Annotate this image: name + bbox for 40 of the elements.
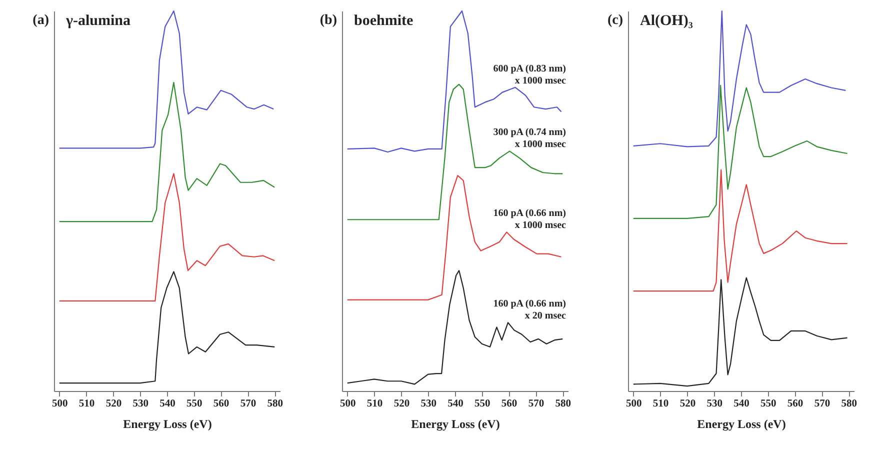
x-tick-label: 520 [394,398,410,410]
x-tick-label: 510 [366,398,383,410]
text: (a) [32,13,50,28]
x-tick-label: 500 [340,398,356,410]
x-tick-label: 520 [680,398,696,410]
x-tick-label: 580 [267,398,283,410]
text: (b) [320,13,338,28]
text: (c) [607,13,624,28]
x-tick-label: 540 [734,398,750,410]
x-tick-label: 580 [841,398,857,410]
series-label: 300 pA (0.74 nm) x 1000 msec [493,127,567,150]
x-tick-label: 560 [787,398,804,410]
series-label: 160 pA (0.66 nm) x 1000 msec [493,208,567,232]
x-tick-label: 580 [555,398,571,410]
x-tick-label: 500 [626,398,642,410]
x-tick-label: 530 [706,398,722,410]
series-label: 600 pA (0.83 nm) x 1000 msec [493,63,567,86]
chart-title: boehmite [354,13,414,29]
x-tick-label: 500 [52,398,68,410]
x-tick-label: 550 [760,398,776,410]
x-tick-label: 530 [420,398,436,410]
x-tick-label: 510 [652,398,669,410]
x-tick-label: 570 [240,398,256,410]
x-tick-label: 550 [474,398,490,410]
x-axis-title: Energy Loss (eV) [697,417,786,431]
x-tick-label: 540 [160,398,176,410]
series-label: 160 pA (0.66 nm) x 20 msec [493,298,567,322]
x-tick-label: 530 [132,398,148,410]
x-axis-title: Energy Loss (eV) [123,417,212,431]
x-tick-label: 550 [186,398,202,410]
x-tick-label: 540 [448,398,464,410]
x-tick-label: 570 [814,398,830,410]
x-tick-label: 560 [213,398,230,410]
x-axis-title: Energy Loss (eV) [411,417,500,431]
chart-title: Al(OH)₃ [640,13,694,29]
x-tick-label: 560 [501,398,518,410]
chart-title: γ-alumina [65,13,132,29]
x-tick-label: 510 [78,398,95,410]
x-tick-label: 570 [528,398,544,410]
x-tick-label: 520 [106,398,122,410]
